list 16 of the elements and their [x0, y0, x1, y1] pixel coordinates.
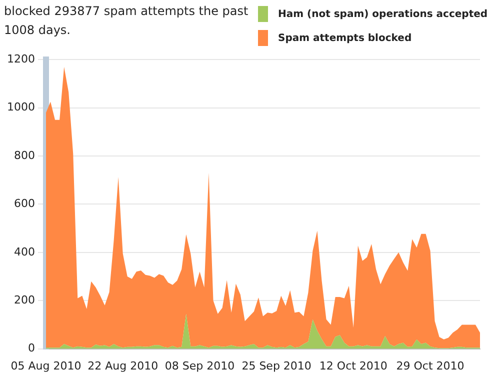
x-tick-label: 22 Aug 2010 — [88, 359, 158, 372]
chart-title: blocked 293877 spam attempts the past 1008 days. — [4, 3, 250, 39]
x-tick-label: 12 Oct 2010 — [319, 359, 388, 372]
y-tick-label: 400 — [14, 245, 35, 258]
legend-label: Spam attempts blocked — [278, 32, 412, 44]
y-tick-label: 600 — [14, 197, 35, 210]
x-tick-label: 25 Sep 2010 — [242, 359, 312, 372]
y-tick-label: 1200 — [6, 52, 35, 66]
y-tick-label: 1000 — [6, 100, 35, 114]
x-tick-label: 29 Oct 2010 — [396, 359, 464, 372]
legend-label: Ham (not spam) operations accepted — [278, 8, 488, 20]
x-tick-label: 08 Sep 2010 — [164, 359, 235, 372]
y-tick-label: 200 — [14, 293, 35, 306]
y-tick-label: 800 — [14, 148, 35, 162]
y-tick-label: 0 — [28, 342, 35, 355]
x-tick-label: 05 Aug 2010 — [10, 359, 82, 372]
